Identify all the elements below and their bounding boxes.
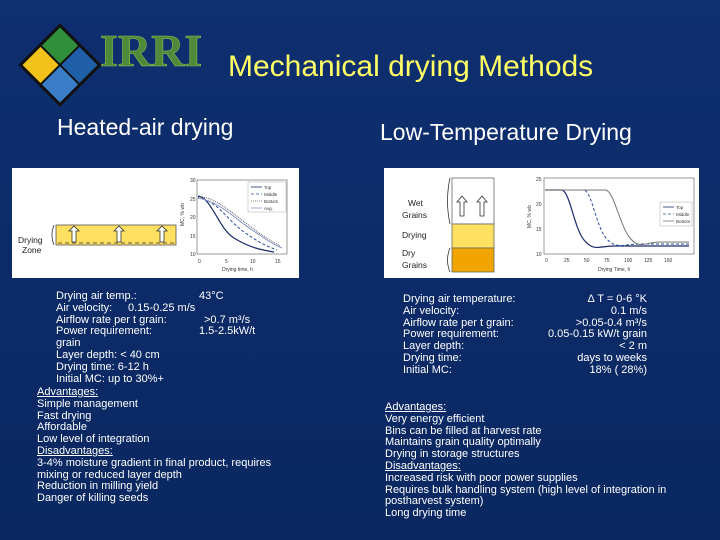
heated-air-heading: Heated-air drying bbox=[57, 114, 234, 140]
disadvantages-heading: Disadvantages: bbox=[37, 444, 113, 457]
low-temp-heading: Low-Temperature Drying bbox=[380, 119, 632, 145]
list-item: Maintains grain quality optimally bbox=[385, 436, 541, 449]
airflow-arrow-icon bbox=[68, 225, 168, 243]
dry-grain-layer bbox=[451, 247, 495, 273]
list-item: Low level of integration bbox=[37, 433, 150, 446]
svg-text:Top: Top bbox=[676, 205, 684, 210]
slide-title: Mechanical drying Methods bbox=[228, 50, 594, 83]
svg-text:Bottom: Bottom bbox=[676, 219, 691, 224]
zone-bracket bbox=[51, 224, 55, 246]
list-item: Simple management bbox=[37, 397, 138, 410]
low-temp-figure: Wet Grains Drying Dry Grains 25 20 15 10… bbox=[384, 168, 699, 278]
airflow-arrow-icon bbox=[456, 195, 488, 217]
svg-text:25: 25 bbox=[536, 177, 542, 183]
spec-row: Drying air temp.: 43°C bbox=[56, 290, 224, 302]
svg-text:25: 25 bbox=[190, 197, 196, 203]
svg-text:Grains: Grains bbox=[402, 210, 427, 220]
svg-text:MC, % wb: MC, % wb bbox=[527, 205, 533, 228]
svg-text:50: 50 bbox=[584, 258, 590, 264]
heated-air-chart: 30 25 20 15 10 0 5 10 15 Drying time, h … bbox=[180, 178, 288, 273]
svg-text:Drying Time, h: Drying Time, h bbox=[598, 267, 630, 273]
disadvantages-heading: Disadvantages: bbox=[385, 459, 461, 472]
list-item: Drying in storage structures bbox=[385, 448, 520, 461]
spec-row: Layer depth: < 2 m bbox=[403, 340, 647, 353]
spec-row: Airflow rate per t grain: >0.05-0.4 m³/s bbox=[403, 316, 647, 329]
svg-text:15: 15 bbox=[275, 259, 281, 265]
svg-text:IRRI: IRRI bbox=[100, 25, 202, 76]
svg-text:0: 0 bbox=[545, 258, 548, 264]
svg-text:30: 30 bbox=[190, 178, 196, 184]
spec-row: Power requirement: 0.05-0.15 kW/t grain bbox=[403, 328, 647, 341]
svg-text:Bottom: Bottom bbox=[264, 199, 279, 204]
list-item: Affordable bbox=[37, 421, 87, 434]
drying-zone-layer bbox=[55, 224, 177, 246]
svg-text:Drying time, h: Drying time, h bbox=[222, 267, 253, 273]
list-item: 3-4% moisture gradient in final product,… bbox=[37, 456, 272, 469]
svg-text:MC, % wb: MC, % wb bbox=[180, 203, 186, 226]
list-item: Very energy efficient bbox=[385, 412, 485, 425]
list-item: Reduction in milling yield bbox=[37, 480, 159, 493]
svg-text:20: 20 bbox=[190, 215, 196, 221]
svg-text:100: 100 bbox=[624, 258, 633, 264]
svg-text:125: 125 bbox=[644, 258, 653, 264]
heated-air-pros-cons: Advantages: Simple management Fast dryin… bbox=[37, 386, 272, 505]
list-item: Requires bulk handling system (high leve… bbox=[385, 483, 667, 496]
svg-text:0: 0 bbox=[198, 259, 201, 265]
irri-logo: IRRI bbox=[8, 10, 218, 120]
svg-text:5: 5 bbox=[225, 259, 228, 265]
spec-row: Airflow rate per t grain: >0.7 m³/s bbox=[56, 313, 251, 326]
svg-text:Middle: Middle bbox=[264, 192, 278, 197]
svg-text:25: 25 bbox=[564, 258, 570, 264]
low-temp-pros-cons: Advantages: Very energy efficient Bins c… bbox=[385, 401, 667, 520]
list-item: Bins can be filled at harvest rate bbox=[385, 424, 542, 437]
svg-text:Middle: Middle bbox=[676, 212, 690, 217]
drying-label: Drying bbox=[402, 230, 427, 240]
svg-text:75: 75 bbox=[604, 258, 610, 264]
list-item: Fast drying bbox=[37, 409, 92, 422]
list-item: Danger of killing seeds bbox=[37, 492, 149, 505]
spec-row: Power requirement: 1.5-2.5kW/t bbox=[56, 325, 256, 338]
list-item: postharvest system) bbox=[385, 495, 484, 508]
heated-air-figure: Drying Zone 30 25 20 15 10 0 5 10 15 Dry… bbox=[12, 168, 299, 278]
list-item: Increased risk with poor power supplies bbox=[385, 471, 578, 484]
dry-grains-label: Dry bbox=[402, 248, 416, 258]
svg-text:20: 20 bbox=[536, 202, 542, 208]
svg-text:10: 10 bbox=[190, 252, 196, 258]
svg-text:Top: Top bbox=[264, 185, 272, 190]
list-item: mixing or reduced layer depth bbox=[37, 468, 182, 481]
svg-text:10: 10 bbox=[536, 252, 542, 258]
advantages-heading: Advantages: bbox=[385, 401, 447, 413]
wet-grains-label: Wet bbox=[408, 198, 424, 208]
advantages-heading: Advantages: bbox=[37, 386, 99, 398]
drying-front-layer bbox=[451, 223, 495, 249]
spec-row: Drying time: days to weeks bbox=[403, 351, 647, 364]
drying-zone-label: Drying bbox=[18, 235, 43, 245]
svg-text:15: 15 bbox=[536, 227, 542, 233]
list-item: Long drying time bbox=[385, 507, 467, 520]
spec-row: Initial MC: 18% ( 28%) bbox=[403, 363, 647, 376]
svg-text:Grains: Grains bbox=[402, 260, 427, 270]
spec-row: Air velocity: 0.1 m/s bbox=[403, 304, 647, 317]
heated-air-specs: Drying air temp.: 43°C Air velocity: 0.15-… bbox=[56, 290, 296, 385]
svg-text:150: 150 bbox=[664, 258, 673, 264]
svg-text:15: 15 bbox=[190, 234, 196, 240]
low-temp-specs: Drying air temperature: Δ T = 0-6 °K Air … bbox=[403, 293, 647, 377]
svg-text:Zone: Zone bbox=[22, 245, 42, 255]
spec-row: Air velocity: 0.15-0.25 m/s bbox=[56, 301, 196, 314]
spec-row: Drying air temperature: Δ T = 0-6 °K bbox=[403, 293, 647, 305]
low-temp-chart: 25 20 15 10 0 25 50 75 100 125 150 Dryin… bbox=[527, 177, 695, 273]
svg-text:Avg.: Avg. bbox=[264, 206, 273, 211]
svg-text:10: 10 bbox=[250, 259, 256, 265]
